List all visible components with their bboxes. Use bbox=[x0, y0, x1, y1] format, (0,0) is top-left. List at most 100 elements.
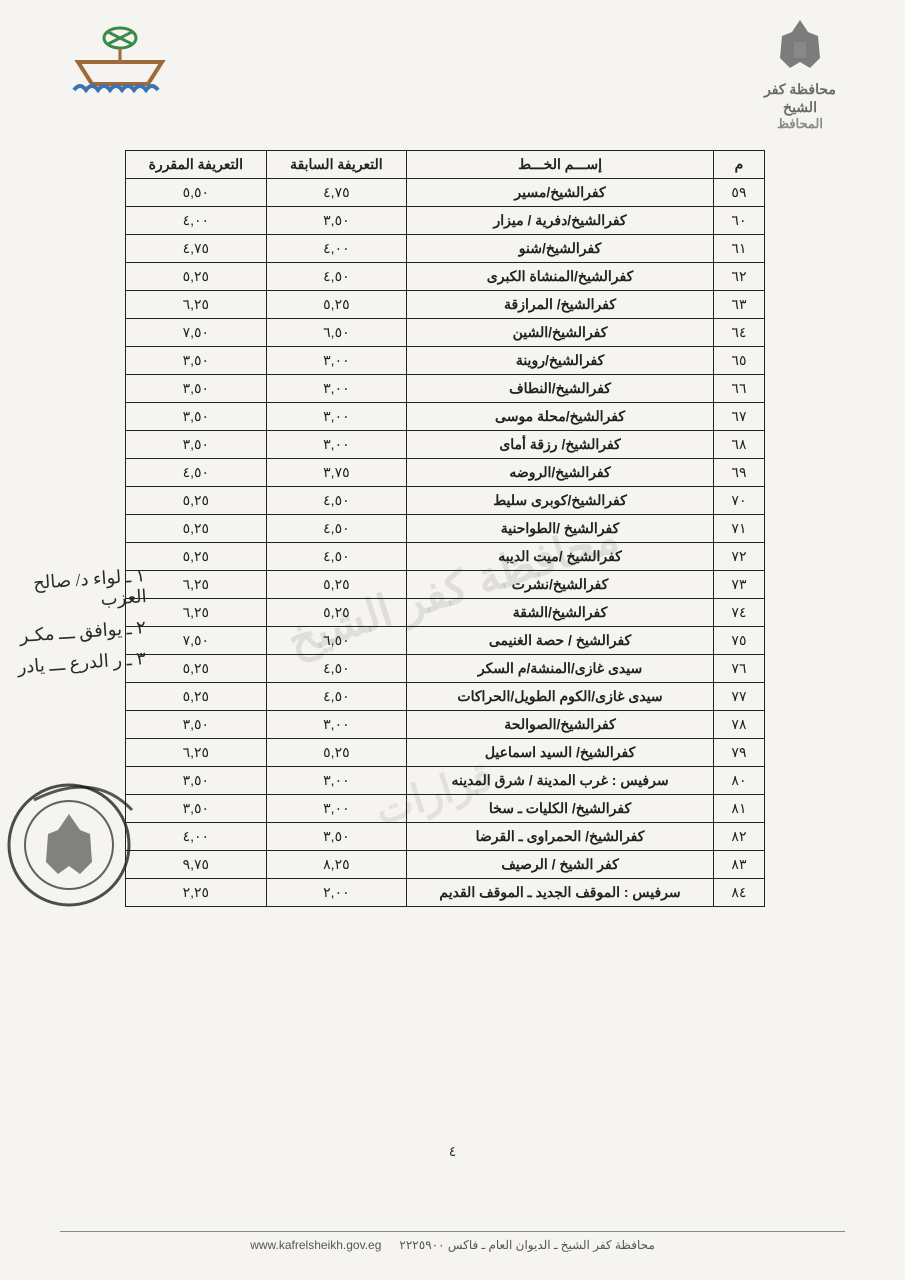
cell-num: ٧٢ bbox=[713, 543, 764, 571]
cell-num: ٨٢ bbox=[713, 823, 764, 851]
cell-num: ٦٠ bbox=[713, 207, 764, 235]
cell-new-tariff: ٧,٥٠ bbox=[126, 627, 267, 655]
cell-route: كفرالشيخ/روينة bbox=[407, 347, 714, 375]
table-row: ٦٠كفرالشيخ/دفرية / ميزار٣,٥٠٤,٠٠ bbox=[126, 207, 765, 235]
cell-old-tariff: ٣,٠٠ bbox=[266, 767, 407, 795]
table-row: ٦٢كفرالشيخ/المنشاة الكبرى٤,٥٠٥,٢٥ bbox=[126, 263, 765, 291]
cell-new-tariff: ٤,٥٠ bbox=[126, 459, 267, 487]
cell-old-tariff: ٢,٠٠ bbox=[266, 879, 407, 907]
cell-old-tariff: ٤,٥٠ bbox=[266, 655, 407, 683]
cell-old-tariff: ٣,٠٠ bbox=[266, 403, 407, 431]
cell-new-tariff: ٦,٢٥ bbox=[126, 291, 267, 319]
cell-old-tariff: ٤,٥٠ bbox=[266, 683, 407, 711]
cell-old-tariff: ٣,٠٠ bbox=[266, 711, 407, 739]
table-row: ٦١كفرالشيخ/شنو٤,٠٠٤,٧٥ bbox=[126, 235, 765, 263]
cell-old-tariff: ٤,٧٥ bbox=[266, 179, 407, 207]
table-row: ٧٠كفرالشيخ/كوبرى سليط٤,٥٠٥,٢٥ bbox=[126, 487, 765, 515]
cell-new-tariff: ٥,٢٥ bbox=[126, 487, 267, 515]
cell-new-tariff: ٩,٧٥ bbox=[126, 851, 267, 879]
table-row: ٧٨كفرالشيخ/الصوالحة٣,٠٠٣,٥٠ bbox=[126, 711, 765, 739]
cell-new-tariff: ٣,٥٠ bbox=[126, 431, 267, 459]
cell-old-tariff: ٥,٢٥ bbox=[266, 291, 407, 319]
table-row: ٨٢كفرالشيخ/ الحمراوى ـ القرضا٣,٥٠٤,٠٠ bbox=[126, 823, 765, 851]
table-row: ٨٣كفر الشيخ / الرصيف٨,٢٥٩,٧٥ bbox=[126, 851, 765, 879]
cell-num: ٧٤ bbox=[713, 599, 764, 627]
cell-old-tariff: ٣,٠٠ bbox=[266, 375, 407, 403]
cell-old-tariff: ٥,٢٥ bbox=[266, 739, 407, 767]
cell-new-tariff: ٢,٢٥ bbox=[126, 879, 267, 907]
cell-num: ٨٤ bbox=[713, 879, 764, 907]
table-row: ٧٩كفرالشيخ/ السيد اسماعيل٥,٢٥٦,٢٥ bbox=[126, 739, 765, 767]
letterhead: محافظة كفر الشيخ المحافظ bbox=[60, 18, 845, 128]
cell-num: ٦٦ bbox=[713, 375, 764, 403]
cell-num: ٦٥ bbox=[713, 347, 764, 375]
table-row: ٨٠سرفيس : غرب المدينة / شرق المدينه٣,٠٠٣… bbox=[126, 767, 765, 795]
cell-old-tariff: ٣,٠٠ bbox=[266, 431, 407, 459]
boat-icon bbox=[60, 18, 180, 108]
cell-new-tariff: ٣,٥٠ bbox=[126, 795, 267, 823]
cell-new-tariff: ٥,٢٥ bbox=[126, 683, 267, 711]
cell-old-tariff: ٤,٠٠ bbox=[266, 235, 407, 263]
cell-route: كفرالشيخ/ الحمراوى ـ القرضا bbox=[407, 823, 714, 851]
table-row: ٧٥كفرالشيخ / حصة الغنيمى٦,٥٠٧,٥٠ bbox=[126, 627, 765, 655]
col-header-old: التعريفة السابقة bbox=[266, 151, 407, 179]
cell-route: كفرالشيخ/الشين bbox=[407, 319, 714, 347]
cell-old-tariff: ٥,٢٥ bbox=[266, 599, 407, 627]
cell-new-tariff: ٣,٥٠ bbox=[126, 347, 267, 375]
cell-num: ٨١ bbox=[713, 795, 764, 823]
document-page: محافظة كفر الشيخ المحافظ محافظة كفر الشي… bbox=[0, 0, 905, 1280]
margin-handwriting: ١ ـ لواء د/ صالح العزب ٢ ـ يوافق ـــ مكـ… bbox=[6, 560, 146, 684]
col-header-new: التعريفة المقررة bbox=[126, 151, 267, 179]
cell-num: ٧٩ bbox=[713, 739, 764, 767]
table-row: ٦٩كفرالشيخ/الروضه٣,٧٥٤,٥٠ bbox=[126, 459, 765, 487]
cell-num: ٥٩ bbox=[713, 179, 764, 207]
cell-num: ٧٧ bbox=[713, 683, 764, 711]
cell-num: ٦٩ bbox=[713, 459, 764, 487]
table-row: ٦٤كفرالشيخ/الشين٦,٥٠٧,٥٠ bbox=[126, 319, 765, 347]
cell-route: كفرالشيخ/دفرية / ميزار bbox=[407, 207, 714, 235]
table-row: ٦٥كفرالشيخ/روينة٣,٠٠٣,٥٠ bbox=[126, 347, 765, 375]
page-number: ٤ bbox=[449, 1143, 457, 1160]
cell-num: ٦٤ bbox=[713, 319, 764, 347]
cell-new-tariff: ٣,٥٠ bbox=[126, 403, 267, 431]
cell-new-tariff: ٤,٧٥ bbox=[126, 235, 267, 263]
official-stamp bbox=[4, 780, 134, 910]
cell-new-tariff: ٤,٠٠ bbox=[126, 823, 267, 851]
cell-route: سيدى غازى/المنشة/م السكر bbox=[407, 655, 714, 683]
table-row: ٧٧سيدى غازى/الكوم الطويل/الحراكات٤,٥٠٥,٢… bbox=[126, 683, 765, 711]
cell-num: ٦٧ bbox=[713, 403, 764, 431]
table-row: ٨١كفرالشيخ/ الكليات ـ سخا٣,٠٠٣,٥٠ bbox=[126, 795, 765, 823]
governorate-logo bbox=[60, 18, 180, 108]
cell-num: ٧٣ bbox=[713, 571, 764, 599]
cell-new-tariff: ٣,٥٠ bbox=[126, 711, 267, 739]
cell-old-tariff: ٣,٧٥ bbox=[266, 459, 407, 487]
page-footer: محافظة كفر الشيخ ـ الديوان العام ـ فاكس … bbox=[60, 1231, 845, 1252]
cell-route: كفرالشيخ /الطواحنية bbox=[407, 515, 714, 543]
cell-route: كفرالشيخ/مسير bbox=[407, 179, 714, 207]
cell-route: كفرالشيخ/كوبرى سليط bbox=[407, 487, 714, 515]
cell-num: ٧٨ bbox=[713, 711, 764, 739]
cell-route: كفرالشيخ/محلة موسى bbox=[407, 403, 714, 431]
cell-new-tariff: ٣,٥٠ bbox=[126, 375, 267, 403]
cell-num: ٦١ bbox=[713, 235, 764, 263]
cell-route: كفرالشيخ/نشرت bbox=[407, 571, 714, 599]
cell-route: كفرالشيخ/الصوالحة bbox=[407, 711, 714, 739]
cell-route: كفرالشيخ/المنشاة الكبرى bbox=[407, 263, 714, 291]
handwriting-line: ١ ـ لواء د/ صالح العزب bbox=[5, 565, 148, 617]
cell-num: ٧٦ bbox=[713, 655, 764, 683]
cell-old-tariff: ٥,٢٥ bbox=[266, 571, 407, 599]
cell-num: ٨٣ bbox=[713, 851, 764, 879]
table-row: ٧٤كفرالشيخ/الشقة٥,٢٥٦,٢٥ bbox=[126, 599, 765, 627]
cell-old-tariff: ٣,٠٠ bbox=[266, 795, 407, 823]
cell-route: كفرالشيخ/الروضه bbox=[407, 459, 714, 487]
cell-old-tariff: ٣,٠٠ bbox=[266, 347, 407, 375]
tariff-table-wrap: م إســـم الخـــط التعريفة السابقة التعري… bbox=[125, 150, 765, 907]
cell-num: ٨٠ bbox=[713, 767, 764, 795]
cell-route: كفرالشيخ /ميت الديبه bbox=[407, 543, 714, 571]
cell-new-tariff: ٣,٥٠ bbox=[126, 767, 267, 795]
cell-new-tariff: ٦,٢٥ bbox=[126, 571, 267, 599]
cell-route: سيدى غازى/الكوم الطويل/الحراكات bbox=[407, 683, 714, 711]
cell-old-tariff: ٦,٥٠ bbox=[266, 627, 407, 655]
cell-old-tariff: ٤,٥٠ bbox=[266, 487, 407, 515]
cell-num: ٧٥ bbox=[713, 627, 764, 655]
